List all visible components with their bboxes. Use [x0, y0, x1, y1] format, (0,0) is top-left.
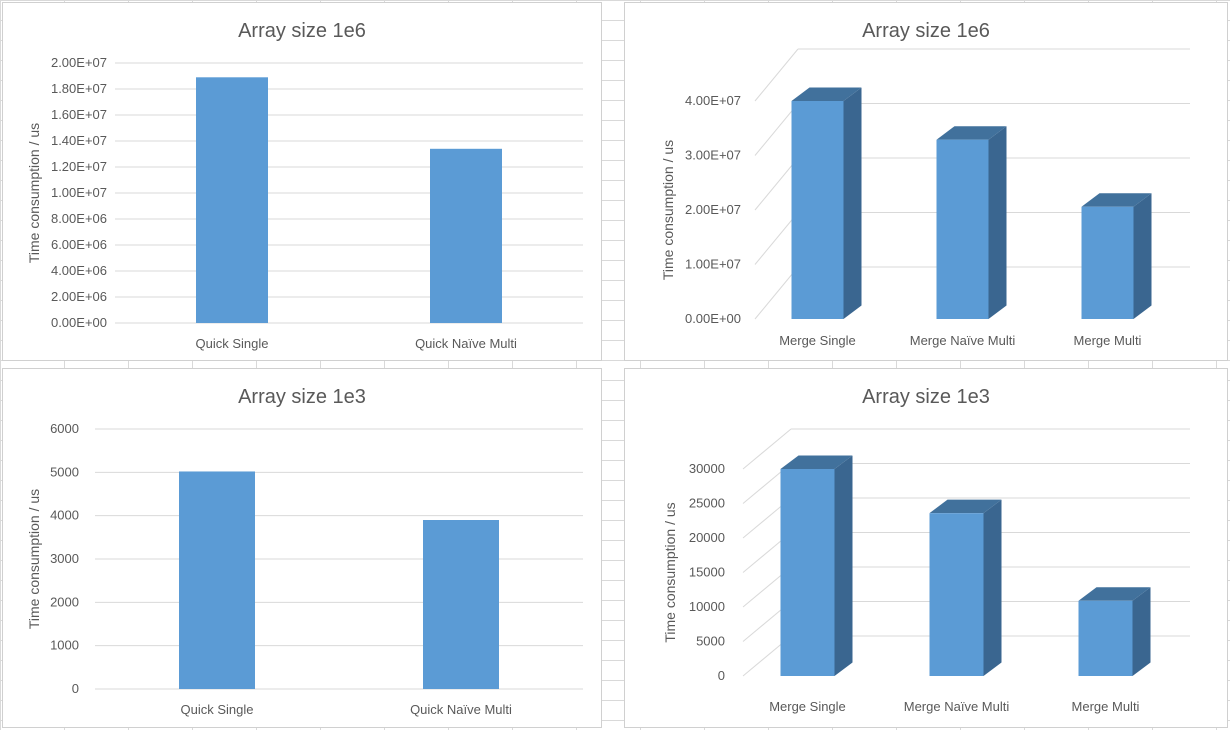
y-tick-label: 4.00E+07: [685, 93, 741, 108]
bar-side: [983, 499, 1002, 676]
gridline-depth: [754, 212, 799, 265]
y-tick-label: 2.00E+07: [685, 202, 741, 217]
y-axis-title: Time consumption / us: [662, 502, 678, 642]
chart-1e6-merge: Array size 1e6 Time consumption / us 0.00E…: [624, 2, 1228, 361]
y-tick-label: 0.00E+00: [51, 315, 107, 330]
bar-side: [843, 87, 862, 319]
y-tick-label: 5000: [696, 634, 725, 649]
gridline-depth: [754, 103, 799, 156]
bar-top: [1078, 587, 1151, 601]
y-tick-label: 1.20E+07: [51, 159, 107, 174]
bar: [936, 139, 989, 319]
bar-side: [988, 126, 1007, 319]
gridline-depth: [742, 428, 792, 470]
bar: [780, 469, 835, 676]
y-tick-label: 4000: [50, 508, 79, 523]
bar: [1081, 206, 1134, 319]
y-tick-label: 6000: [50, 421, 79, 436]
x-category-label: Merge Single: [769, 699, 846, 714]
y-axis-title: Time consumption / us: [26, 489, 42, 629]
y-tick-label: 10000: [689, 599, 725, 614]
y-tick-label: 15000: [689, 565, 725, 580]
y-tick-label: 6.00E+06: [51, 237, 107, 252]
x-category-label: Quick Naïve Multi: [410, 702, 512, 717]
bar: [929, 513, 984, 676]
y-axis-title: Time consumption / us: [660, 140, 676, 280]
y-tick-label: 1.00E+07: [685, 257, 741, 272]
y-tick-label: 1.40E+07: [51, 133, 107, 148]
bar: [1078, 600, 1133, 676]
chart-1e3-merge: Array size 1e3 Time consumption / us 0 5000…: [624, 368, 1228, 728]
bar: [196, 77, 268, 323]
y-tick-label: 8.00E+06: [51, 211, 107, 226]
chart-1e3-quick: Array size 1e3 Time consumption / us 0 1000…: [2, 368, 602, 728]
y-tick-label: 3000: [50, 551, 79, 566]
x-category-label: Merge Naïve Multi: [904, 699, 1010, 714]
bar-side: [834, 455, 853, 676]
y-tick-label: 1.80E+07: [51, 81, 107, 96]
y-tick-label: 2.00E+07: [51, 55, 107, 70]
gridline-depth: [754, 48, 799, 102]
y-tick-label: 0: [72, 681, 79, 696]
gridline-depth: [754, 157, 799, 211]
bar-chart-quick-1e3: Array size 1e3 Time consumption / us 0 1000…: [26, 386, 583, 717]
bar-top: [1081, 193, 1152, 207]
y-tick-label: 30000: [689, 461, 725, 476]
bar-side: [1132, 587, 1151, 676]
gridline-depth: [754, 266, 799, 320]
chart-title: Array size 1e6: [862, 20, 990, 42]
y-tick-label: 1.00E+07: [51, 185, 107, 200]
y-axis-title: Time consumption / us: [26, 123, 42, 263]
bar-top: [791, 87, 862, 101]
chart-title: Array size 1e6: [238, 20, 366, 42]
x-category-label: Merge Single: [779, 333, 856, 348]
bar-top: [780, 455, 853, 469]
y-tick-label: 1000: [50, 638, 79, 653]
bar: [179, 471, 255, 689]
y-tick-label: 3.00E+07: [685, 148, 741, 163]
bar-chart-quick-1e6: Array size 1e6 Time consumption / us 0.00E…: [26, 20, 583, 351]
bar-chart-merge-1e3: Array size 1e3 Time consumption / us 0 5000…: [662, 386, 1190, 714]
x-category-label: Quick Single: [196, 336, 269, 351]
x-category-label: Merge Multi: [1072, 699, 1140, 714]
y-tick-label: 1.60E+07: [51, 107, 107, 122]
x-category-label: Merge Multi: [1074, 333, 1142, 348]
y-tick-label: 20000: [689, 530, 725, 545]
x-category-label: Quick Single: [181, 702, 254, 717]
chart-1e6-quick: Array size 1e6 Time consumption / us 0.00E…: [2, 2, 602, 361]
y-tick-label: 2000: [50, 594, 79, 609]
y-tick-label: 0: [718, 668, 725, 683]
bar-top: [936, 126, 1007, 140]
bar-chart-merge-1e6: Array size 1e6 Time consumption / us 0.00E…: [660, 20, 1190, 348]
bar-top: [929, 499, 1002, 514]
y-tick-label: 4.00E+06: [51, 263, 107, 278]
y-tick-label: 0.00E+00: [685, 311, 741, 326]
bar-side: [1133, 193, 1152, 319]
x-category-label: Quick Naïve Multi: [415, 336, 517, 351]
bar: [423, 520, 499, 689]
y-tick-label: 25000: [689, 496, 725, 511]
bar: [430, 148, 502, 323]
x-category-label: Merge Naïve Multi: [910, 333, 1016, 348]
chart-title: Array size 1e3: [238, 386, 366, 408]
chart-title: Array size 1e3: [862, 386, 990, 408]
y-tick-label: 2.00E+06: [51, 289, 107, 304]
bar: [791, 101, 844, 319]
y-tick-label: 5000: [50, 464, 79, 479]
